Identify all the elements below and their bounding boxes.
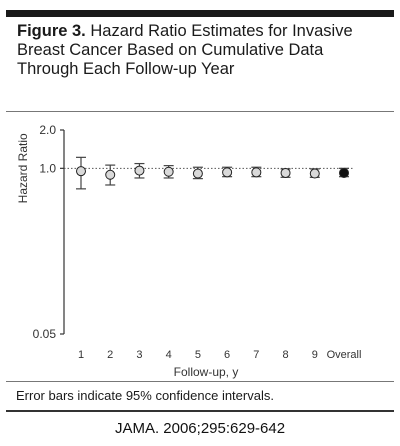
bottom-rule (6, 410, 394, 412)
data-point (76, 166, 86, 177)
data-point (105, 169, 116, 180)
x-tick-label: 2 (107, 349, 113, 361)
figure-title-text: Hazard Ratio Estimates for Invasive Brea… (17, 22, 353, 78)
data-point (309, 168, 320, 179)
figure-panel: Figure 3. Hazard Ratio Estimates for Inv… (6, 10, 394, 412)
x-tick-label: 3 (136, 349, 142, 361)
title-rule (6, 111, 394, 112)
x-tick-label: Overall (327, 349, 362, 361)
x-tick-label: 4 (166, 349, 172, 361)
x-tick-label: 6 (224, 349, 230, 361)
x-tick-label: 7 (253, 349, 259, 361)
footnote: Error bars indicate 95% confidence inter… (16, 388, 274, 403)
y-axis-label: Hazard Ratio (16, 133, 30, 203)
data-point (134, 165, 145, 176)
x-tick-label: 8 (282, 349, 288, 361)
figure-title: Figure 3. Hazard Ratio Estimates for Inv… (17, 22, 389, 79)
y-tick-label: 2.0 (39, 123, 56, 137)
citation: JAMA. 2006;295:629-642 (114, 420, 286, 437)
top-rule (6, 10, 394, 17)
footnote-rule (6, 381, 394, 382)
data-point (280, 167, 291, 178)
x-axis-label: Follow-up, y (174, 365, 239, 379)
x-tick-label: 5 (195, 349, 201, 361)
hazard-ratio-chart: 0.05 1.0 2.0 Hazard Ratio 1 2 3 4 5 6 7 8 9 Overall Fo… (16, 123, 362, 379)
y-tick-label: 0.05 (33, 327, 57, 341)
data-point (192, 168, 203, 179)
data-point-overall (339, 167, 349, 178)
x-tick-label: 1 (78, 349, 84, 361)
data-point (251, 167, 262, 178)
data-point (163, 166, 174, 177)
data-point (222, 167, 233, 178)
figure-label: Figure 3. (17, 22, 86, 40)
x-tick-label: 9 (312, 349, 318, 361)
y-tick-label: 1.0 (39, 161, 56, 175)
